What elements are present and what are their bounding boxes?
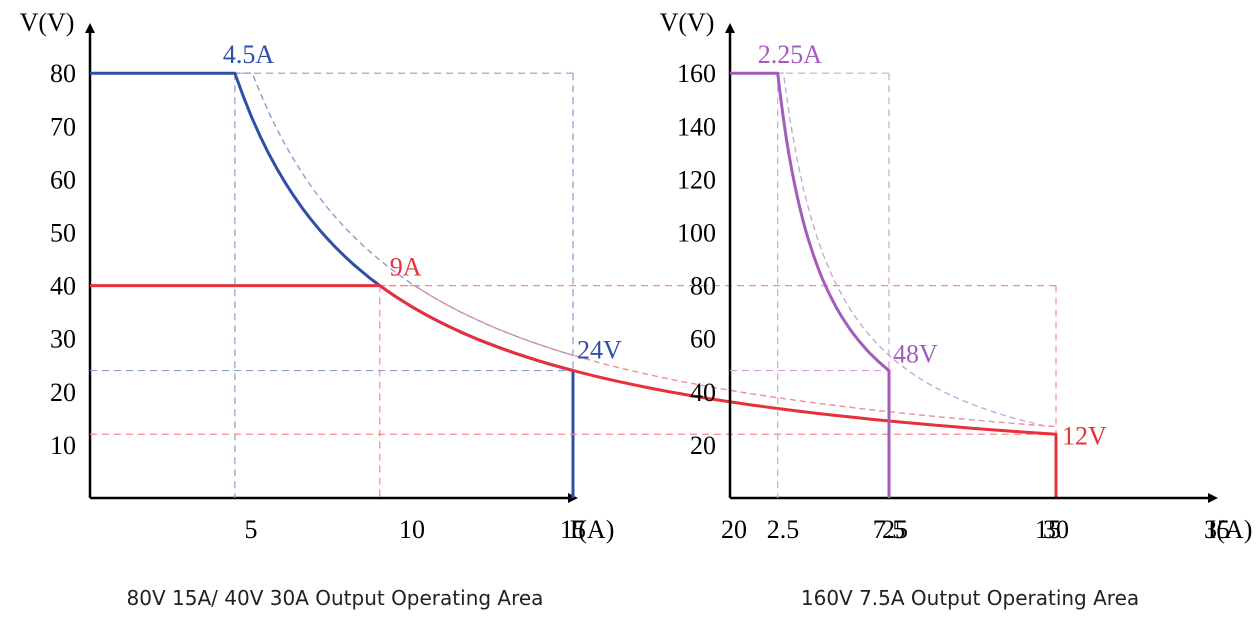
chart0-x-tick-5: 5 (245, 515, 258, 544)
chart1-y-tick-120: 120 (677, 165, 716, 194)
chart0-x-tick-10: 10 (399, 515, 425, 544)
chart1-y-tick-80: 80 (690, 272, 716, 301)
chart0-y-tick-10: 10 (50, 431, 76, 460)
chart1-x-tick-2.5: 2.5 (767, 515, 800, 544)
chart0-series1-line (90, 284, 1058, 498)
chart0-y-tick-80: 80 (50, 59, 76, 88)
chart0-x-tick-20: 20 (721, 515, 747, 544)
chart1-y-tick-60: 60 (690, 325, 716, 354)
chart0-x-tick-15: 15 (560, 515, 586, 544)
chart1-x-tick-7.5: 7.5 (873, 515, 906, 544)
chart0-y-tick-60: 60 (50, 165, 76, 194)
chart0-y-axis-label: V(V) (20, 8, 75, 37)
chart1-annotation-2-25A: 2.25A (758, 40, 823, 69)
chart0-series0-envelope (234, 72, 574, 356)
chart1-y-tick-100: 100 (677, 219, 716, 248)
chart0-y-tick-50: 50 (50, 219, 76, 248)
chart0-annotation-9A: 9A (390, 253, 422, 282)
chart0-x-tick-35: 35 (1204, 515, 1230, 544)
chart1-series0-line (730, 71, 891, 498)
chart0-y-tick-70: 70 (50, 112, 76, 141)
chart-caption-80v-15a: 80V 15A/ 40V 30A Output Operating Area (126, 586, 544, 610)
chart1-y-tick-40: 40 (690, 378, 716, 407)
chart1-annotation-48V: 48V (893, 340, 938, 369)
chart0-x-tick-25: 25 (882, 515, 908, 544)
chart1-y-axis-label: V(V) (660, 8, 715, 37)
chart0-y-tick-20: 20 (50, 378, 76, 407)
chart1-series0-max-guide (730, 72, 890, 371)
chart0-y-tick-40: 40 (50, 272, 76, 301)
chart0-x-tick-30: 30 (1043, 515, 1069, 544)
chart0-series1-envelope (379, 284, 1057, 428)
chart0-x-axis-label: I(A) (570, 515, 615, 544)
chart0-annotation-4-5A: 4.5A (223, 40, 275, 69)
chart0-series0-max-guide (90, 72, 574, 371)
chart-caption-160v-7-5a: 160V 7.5A Output Operating Area (800, 586, 1140, 610)
chart0-annotation-24V: 24V (577, 336, 622, 365)
chart0-y-tick-30: 30 (50, 325, 76, 354)
chart1-y-tick-160: 160 (677, 59, 716, 88)
chart1-y-tick-20: 20 (690, 431, 716, 460)
chart1-x-tick-15: 15 (1035, 515, 1061, 544)
chart1-x-axis-label: I(A) (1208, 515, 1253, 544)
chart0-annotation-12V: 12V (1062, 421, 1107, 450)
chart1-y-tick-140: 140 (677, 112, 716, 141)
chart1-series0-envelope (777, 72, 1049, 428)
